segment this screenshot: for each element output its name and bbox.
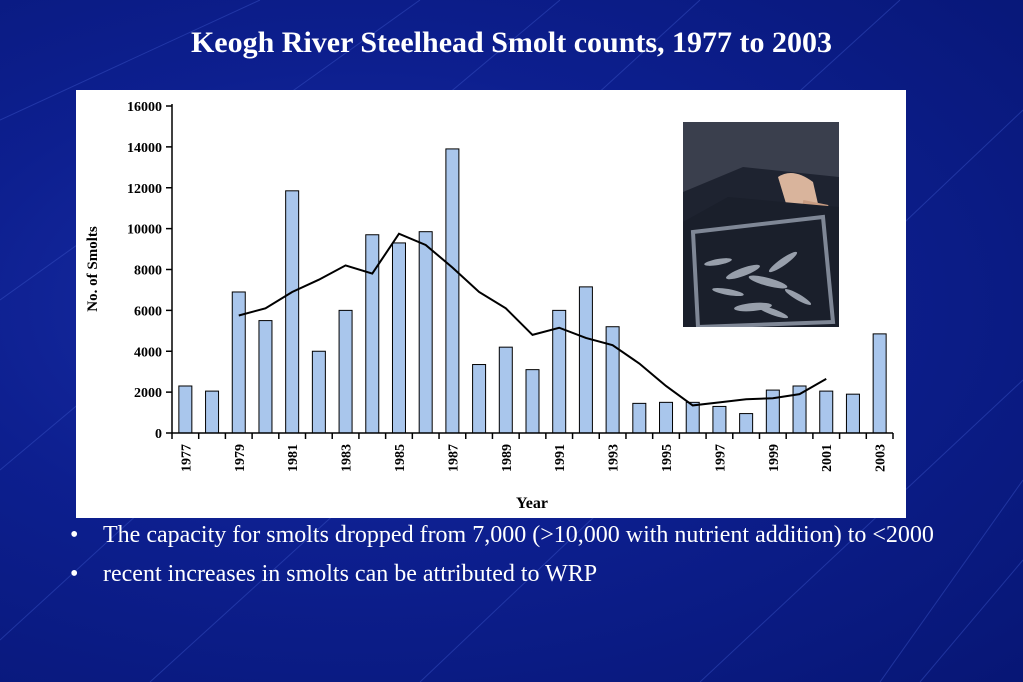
bullet-list: • The capacity for smolts dropped from 7…: [70, 520, 970, 598]
trend-line-layer: [238, 232, 827, 407]
x-tick-label: 2001: [820, 444, 835, 472]
bar: [258, 320, 273, 434]
y-tick-label: 10000: [127, 223, 162, 238]
bar: [632, 402, 647, 434]
x-tick-label: 1979: [233, 444, 248, 472]
bar: [578, 286, 593, 434]
bar: [712, 405, 727, 434]
y-tick-label: 16000: [127, 100, 162, 115]
x-tick-label: 1997: [713, 444, 728, 472]
bar: [472, 364, 487, 434]
labels-layer: 0 2000 4000 6000 8000 10000 12000 14000 16000 197…: [85, 100, 889, 512]
x-tick-label: 1989: [500, 444, 515, 472]
y-tick-label: 4000: [134, 345, 162, 360]
bar: [365, 234, 380, 434]
bar: [872, 333, 887, 434]
bar: [498, 346, 513, 434]
x-tick-label: 1985: [393, 444, 408, 472]
y-tick-label: 8000: [134, 264, 162, 279]
bar: [178, 385, 193, 434]
y-tick-label: 14000: [127, 141, 162, 156]
bullet-text: The capacity for smolts dropped from 7,0…: [103, 522, 934, 548]
y-tick-label: 0: [155, 427, 162, 442]
bar: [605, 326, 620, 434]
bullet-dot: •: [70, 522, 79, 548]
x-tick-label: 1987: [446, 444, 461, 472]
x-tick-label: 2003: [874, 444, 889, 472]
y-axis-title: No. of Smolts: [85, 226, 101, 312]
bar: [285, 190, 300, 434]
trend-line: [238, 232, 827, 407]
bar: [445, 148, 460, 434]
bar: [739, 413, 754, 434]
y-tick-label: 2000: [134, 386, 162, 401]
bar: [765, 389, 780, 434]
bar: [391, 242, 406, 434]
fish-net-photo: [683, 122, 839, 327]
bullet-text: recent increases in smolts can be attrib…: [103, 561, 598, 587]
x-axis-title: Year: [516, 495, 548, 512]
axes-layer: [166, 104, 894, 439]
bullet-dot: •: [70, 561, 79, 587]
bar: [685, 401, 700, 434]
y-tick-label: 6000: [134, 304, 162, 319]
bar: [205, 390, 220, 434]
bar: [418, 231, 433, 434]
x-tick-label: 1977: [179, 444, 194, 472]
x-tick-label: 1999: [767, 444, 782, 472]
bullet-item: • The capacity for smolts dropped from 7…: [70, 520, 970, 551]
bar: [338, 309, 353, 434]
bar: [845, 393, 860, 434]
bullet-item: • recent increases in smolts can be attr…: [70, 559, 970, 590]
slide-title: Keogh River Steelhead Smolt counts, 1977…: [190, 26, 833, 59]
x-tick-label: 1995: [660, 444, 675, 472]
x-tick-label: 1993: [607, 444, 622, 472]
bar: [659, 401, 674, 434]
x-tick-label: 1991: [553, 444, 568, 472]
x-tick-label: 1981: [286, 444, 301, 472]
bar: [231, 291, 246, 434]
bar: [819, 390, 834, 434]
y-tick-label: 12000: [127, 182, 162, 197]
bar: [311, 350, 326, 434]
bar: [525, 369, 540, 434]
x-tick-label: 1983: [340, 444, 355, 472]
